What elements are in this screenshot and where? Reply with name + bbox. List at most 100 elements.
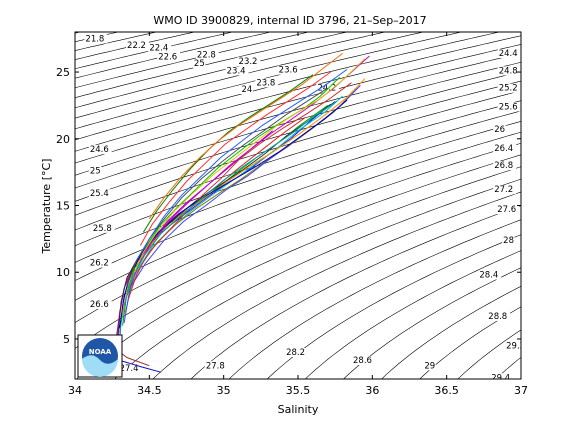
y-tick-label: 5 [63,333,70,346]
isopycnal-line [75,154,521,349]
isopycnal-label: 24.8 [499,66,518,76]
isopycnal-label-bg [285,347,308,357]
isopycnal-line [75,90,521,231]
isopycnal-label: 27.6 [497,205,516,215]
isopycnal-label: 23.4 [227,66,246,76]
isopycnal-contour-labels: 21.822.2 22.422.6 22.825 23.223.4 23.623.824… [84,34,525,383]
profile-lines [111,53,370,373]
isopycnal-label: 25.8 [93,224,112,234]
isopycnal-label: 28.2 [286,348,305,358]
profile-series-line [119,101,336,340]
profile-series-line [136,68,348,260]
isopycnal-line [75,32,387,109]
isopycnal-label-bg [487,311,511,321]
isopycnal-label-bg [277,65,301,75]
isopycnal-label: 23.6 [279,66,298,76]
isopycnal-line [381,285,521,379]
y-tick-label: 10 [56,266,70,279]
isopycnal-label: 24.6 [90,145,109,155]
isopycnal-line [75,110,521,263]
isopycnal-label: 29.2 [506,341,525,351]
isopycnal-label: 26.2 [90,259,109,269]
isopycnal-label-bg [352,355,375,365]
isopycnal-line [75,100,521,247]
isopycnal-contours [60,0,521,379]
isopycnal-line [75,61,521,189]
profile-series-line [123,100,337,306]
profile-series-line [128,82,352,300]
isopycnal-line [75,32,425,119]
profile-series-line [125,87,358,313]
chart-title: WMO ID 3900829, internal ID 3796, 21–Sep… [153,14,426,27]
isopycnal-line [75,32,234,70]
isopycnal-line [495,356,521,379]
y-tick-label: 25 [56,66,70,79]
isopycnal-label: 25.6 [499,102,518,112]
isopycnal-label-bg [126,41,149,51]
isopycnal-label-bg [497,66,521,76]
profile-series-line [117,103,332,337]
isopycnal-label-bg [88,145,112,155]
isopycnal-label: 26.4 [494,144,513,154]
isopycnal-label-bg [195,50,219,60]
isopycnal-line [60,0,316,3]
isopycnal-label-bg [502,235,515,245]
profile-series-line [139,71,331,246]
isopycnal-line [304,250,521,379]
isopycnal-label-bg [490,373,514,379]
isopycnal-line [343,267,521,379]
isopycnal-label: 28.4 [479,271,498,281]
isopycnal-line [75,80,521,216]
profile-series-line [126,87,328,286]
isopycnal-line [75,32,158,51]
isopycnal-line [75,35,521,152]
isopycnal-line [419,306,521,379]
profile-series-line [148,53,343,220]
isopycnal-label: 26.8 [494,161,513,171]
isopycnal-line [75,121,521,281]
isopycnal-label: 25 [194,59,205,69]
isopycnal-label: 28.8 [488,312,507,322]
noaa-logo-text: NOAA [89,348,112,356]
isopycnal-label: 22.4 [149,44,168,54]
isopycnal-label-bg [88,189,112,199]
y-axis-label: Temperature [°C] [40,159,53,255]
isopycnal-label: 24 [242,85,253,95]
isopycnal-label-bg [478,270,502,280]
isopycnal-line [75,32,501,141]
isopycnal-label: 29.4 [491,373,510,383]
isopycnal-label-bg [88,258,112,268]
isopycnal-line [76,166,521,379]
isopycnal-label: 28 [503,236,514,246]
isopycnal-label-bg [88,166,102,176]
isopycnal-label-bg [157,52,181,62]
x-axis: 34 34.5 35 35.5 36 36.5 37 [68,32,528,397]
x-tick-label: 37 [514,384,528,397]
isopycnal-line [75,52,521,176]
isopycnal-label: 25 [90,166,101,176]
isopycnal-label-bg [192,59,206,69]
x-tick-label: 34 [68,384,82,397]
isopycnal-label: 22.6 [158,52,177,62]
isopycnal-label-bg [493,185,517,195]
isopycnal-label-bg [497,102,521,112]
isopycnal-line [114,178,521,379]
isopycnal-label: 25.2 [499,84,518,94]
isopycnal-label-bg [496,205,520,215]
isopycnal-line [152,191,521,379]
y-tick-label: 20 [56,133,70,146]
isopycnal-line [60,0,351,11]
isopycnal-label-bg [204,361,228,371]
isopycnal-label: 26 [494,125,505,135]
y-tick-label: 15 [56,200,70,213]
noaa-logo-wave [82,355,118,377]
isopycnal-label-bg [88,299,112,309]
isopycnal-line [75,142,521,324]
isopycnal-label-bg [423,361,436,371]
isopycnal-label: 23.2 [239,57,258,67]
isopycnal-label: 22.2 [127,41,146,51]
isopycnal-label-bg [237,57,261,67]
isopycnal-line [228,219,521,379]
isopycnal-label-bg [225,66,249,76]
x-tick-label: 35.5 [286,384,311,397]
